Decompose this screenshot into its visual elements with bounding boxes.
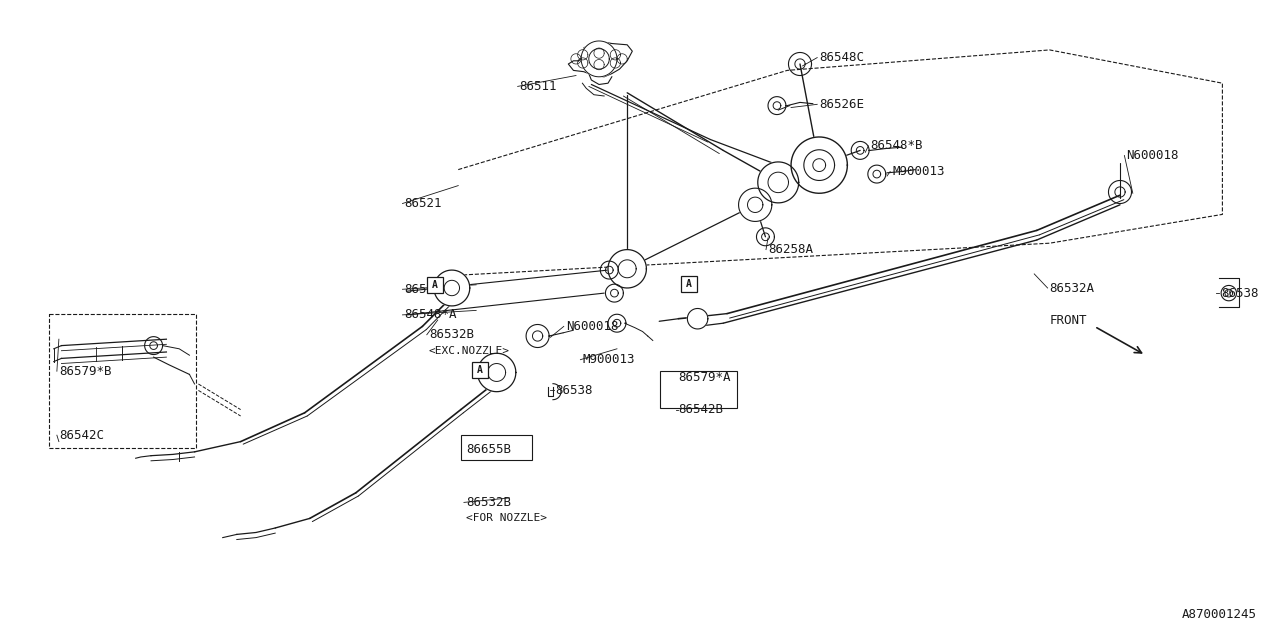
Text: FRONT: FRONT <box>1050 314 1087 326</box>
Bar <box>681 275 696 291</box>
Text: A870001245: A870001245 <box>1181 608 1257 621</box>
Text: <EXC.NOZZLE>: <EXC.NOZZLE> <box>429 346 509 356</box>
Text: 86526: 86526 <box>404 283 442 296</box>
Bar <box>461 435 532 460</box>
Polygon shape <box>791 137 847 193</box>
Text: 86258A: 86258A <box>768 243 813 256</box>
Bar <box>472 362 488 378</box>
Text: 86532A: 86532A <box>1050 282 1094 294</box>
Text: 86532B: 86532B <box>429 328 474 341</box>
Text: 86542B: 86542B <box>678 403 723 416</box>
Text: 86548*B: 86548*B <box>870 140 923 152</box>
Polygon shape <box>434 270 470 306</box>
Polygon shape <box>687 308 708 329</box>
Bar <box>660 371 737 408</box>
Polygon shape <box>477 353 516 392</box>
Text: A: A <box>686 278 691 289</box>
Text: 86532B: 86532B <box>466 496 511 509</box>
Bar <box>49 314 196 448</box>
Text: 86526E: 86526E <box>819 98 864 111</box>
Text: 86579*A: 86579*A <box>678 371 731 384</box>
Text: M900013: M900013 <box>582 353 635 366</box>
Polygon shape <box>758 162 799 203</box>
Text: 86538: 86538 <box>1221 287 1258 300</box>
Text: 86548*A: 86548*A <box>404 308 457 321</box>
Text: M900013: M900013 <box>892 165 945 178</box>
Text: 86521: 86521 <box>404 197 442 210</box>
Text: <FOR NOZZLE>: <FOR NOZZLE> <box>466 513 547 524</box>
Text: A: A <box>477 365 483 375</box>
Bar <box>428 276 443 293</box>
Polygon shape <box>739 188 772 221</box>
Polygon shape <box>581 41 617 77</box>
Text: 86538: 86538 <box>556 384 593 397</box>
Text: N600018: N600018 <box>1126 149 1179 162</box>
Text: 86542C: 86542C <box>59 429 104 442</box>
Text: N600018: N600018 <box>566 320 618 333</box>
Text: 86655B: 86655B <box>466 444 511 456</box>
Text: A: A <box>433 280 438 290</box>
Text: 86579*B: 86579*B <box>59 365 111 378</box>
Polygon shape <box>608 250 646 288</box>
Text: 86511: 86511 <box>520 80 557 93</box>
Text: 86548C: 86548C <box>819 51 864 64</box>
